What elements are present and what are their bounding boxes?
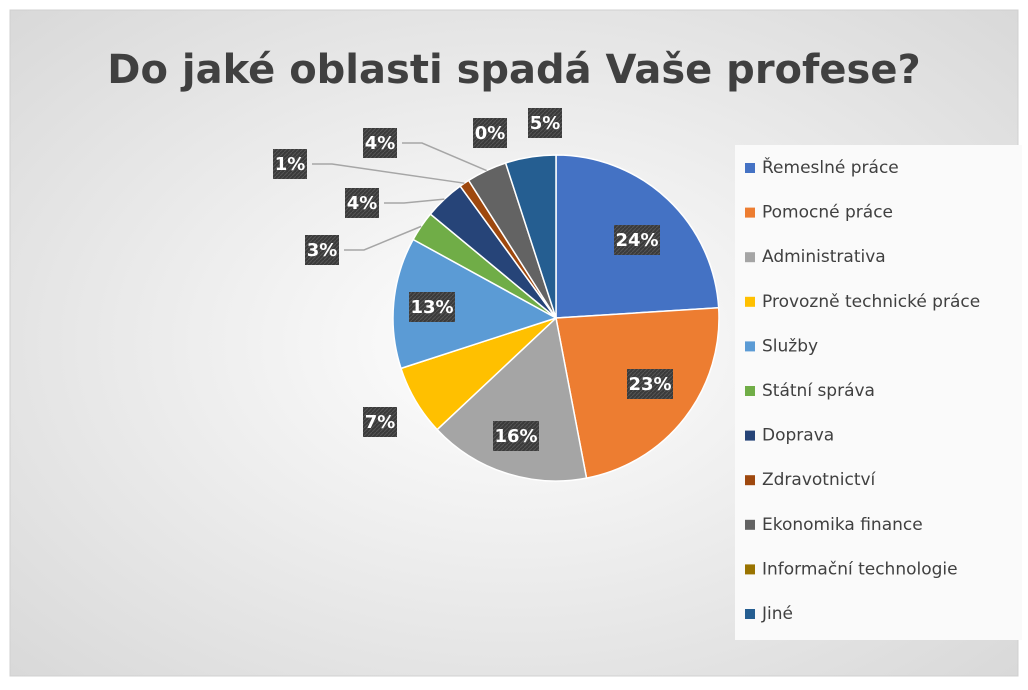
legend-swatch [745, 519, 755, 530]
data-label: 7% [365, 412, 396, 433]
leader-line [384, 198, 445, 204]
legend-swatch [745, 296, 755, 307]
data-label: 5% [530, 113, 561, 134]
legend: Řemeslné práce Pomocné práce Administrativ… [745, 156, 980, 624]
data-label-box [627, 369, 673, 399]
legend-swatch [745, 163, 755, 173]
legend-label: Zdravotnictví [762, 470, 877, 490]
data-label-box [614, 225, 660, 255]
leader-line [312, 163, 465, 184]
legend-label: Administrativa [762, 247, 886, 267]
labels: 24% 23% 16% 7% 13% 3% 4% 1% 4% 0% 5% [273, 108, 673, 451]
legend-swatch [745, 475, 755, 486]
legend-label: Státní správa [762, 381, 875, 401]
data-label: 1% [275, 154, 306, 175]
data-label-box [345, 188, 379, 218]
pie-slice [504, 154, 557, 319]
data-label-box [363, 128, 397, 158]
data-label: 0% [475, 123, 506, 144]
legend-swatch [745, 207, 755, 218]
data-label-box [473, 118, 507, 148]
legend-swatch [745, 252, 755, 263]
data-label-box [363, 407, 397, 437]
data-label-box [493, 421, 539, 451]
pie-slice [392, 238, 558, 370]
legend-swatch [745, 564, 755, 575]
data-label-box [305, 235, 339, 265]
chart-title: Do jaké oblasti spadá Vaše profese? [107, 47, 920, 93]
legend-label: Řemeslné práce [762, 156, 899, 178]
data-label: 24% [615, 230, 658, 251]
data-label: 13% [410, 297, 453, 318]
data-label: 23% [628, 374, 671, 395]
data-label-box [528, 108, 562, 138]
leader-line [344, 225, 422, 251]
data-label: 4% [347, 193, 378, 214]
legend-label: Pomocné práce [762, 203, 893, 223]
legend-label: Ekonomika finance [762, 515, 923, 535]
data-label-box [273, 149, 307, 179]
legend-swatch [745, 341, 755, 352]
legend-label: Provozně technické práce [762, 292, 980, 312]
legend-swatch [745, 386, 755, 396]
legend-label: Služby [762, 336, 818, 356]
data-label-box [409, 292, 455, 322]
data-label: 3% [307, 240, 338, 261]
leader-line [402, 142, 487, 172]
legend-label: Doprava [762, 426, 834, 446]
legend-label: Informační technologie [762, 559, 958, 579]
legend-box [735, 145, 1022, 640]
legend-swatch [745, 609, 755, 619]
legend-swatch [745, 430, 755, 441]
data-label: 16% [494, 426, 537, 447]
pie-slice [436, 316, 588, 482]
legend-label: Jiné [761, 604, 793, 624]
data-label: 4% [365, 133, 396, 154]
